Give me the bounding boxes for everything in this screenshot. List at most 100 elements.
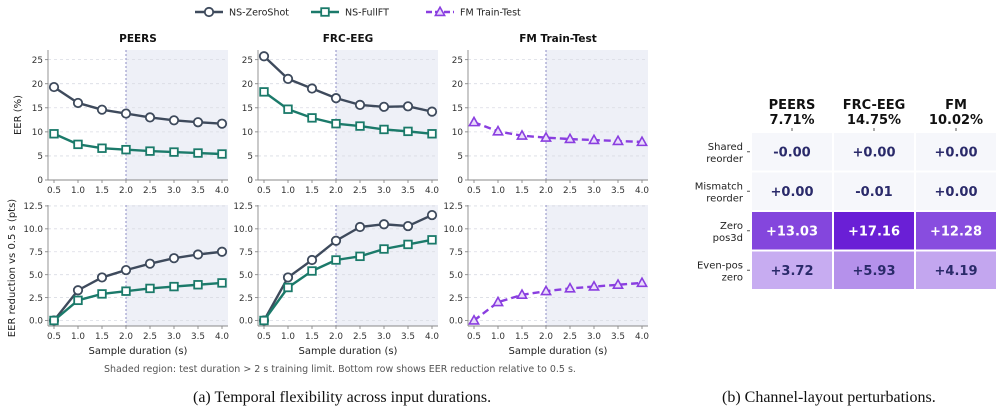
y-tick-label: 7.5 (449, 248, 463, 258)
data-point (330, 235, 342, 246)
heatmap-value: +3.72 (771, 264, 814, 279)
shaded-region (336, 50, 438, 180)
data-point (168, 253, 180, 264)
x-tick-label: 1.0 (491, 186, 505, 196)
heatmap-value: -0.01 (855, 185, 892, 200)
x-axis-label: Sample duration (s) (89, 346, 188, 357)
data-point (217, 278, 227, 288)
row-label: Zero (720, 221, 743, 232)
x-tick-label: 1.5 (515, 332, 529, 342)
data-point (540, 284, 552, 296)
data-point (216, 118, 228, 129)
heatmap-cell (914, 249, 998, 291)
x-tick-label: 2.5 (143, 186, 157, 196)
heatmap-value: +4.19 (935, 264, 978, 279)
x-tick-label: 3.0 (377, 332, 391, 342)
data-point (168, 115, 180, 126)
heatmap-cell (832, 131, 916, 173)
data-point (120, 264, 132, 276)
x-tick-label: 1.0 (71, 332, 85, 342)
data-point (73, 139, 83, 150)
data-point (283, 282, 293, 293)
y-tick-label: 15 (32, 104, 43, 114)
y-tick-label: 20 (242, 80, 254, 90)
data-point (258, 51, 270, 62)
data-point (72, 285, 84, 296)
y-tick-label: 2.5 (449, 294, 463, 304)
y-tick-label: 10.0 (233, 225, 253, 235)
x-tick-label: 2.0 (119, 332, 133, 342)
row-label: Even-pos (697, 260, 743, 271)
x-tick-label: 2.5 (143, 332, 157, 342)
x-axis-label: Sample duration (s) (299, 346, 398, 357)
x-tick-label: 2.5 (563, 186, 577, 196)
y-tick-label: 15 (242, 104, 253, 114)
x-tick-label: 2.0 (119, 186, 133, 196)
x-tick-label: 2.0 (539, 186, 553, 196)
y-tick-label: 5.0 (29, 271, 43, 281)
x-tick-label: 2.5 (353, 186, 367, 196)
data-point (120, 108, 132, 119)
heatmap-value: +0.00 (935, 145, 978, 160)
row-label: Mismatch (695, 181, 743, 192)
data-point (330, 93, 342, 104)
data-point (354, 221, 366, 233)
x-tick-label: 2.0 (539, 332, 553, 342)
data-point (121, 286, 131, 296)
data-point (492, 295, 504, 307)
y-tick-label: 10 (242, 128, 254, 138)
y-tick-label: 7.5 (29, 248, 43, 258)
y-tick-label: 0 (247, 176, 253, 186)
heatmap-value: +13.03 (766, 224, 818, 239)
y-tick-label: 5 (247, 152, 253, 162)
y-tick-label: 0.0 (449, 317, 463, 327)
y-tick-label: 10 (32, 128, 44, 138)
shaded-region (126, 50, 228, 180)
series-line (473, 281, 643, 322)
data-point (145, 146, 155, 156)
row-label: reorder (706, 193, 744, 204)
heatmap-cell (750, 249, 834, 291)
chart-panel: 0.0 2.5 5.0 7.5 10.0 12.5 0.5 1.0 1.5 2.0 2.5 3.0 3.… (23, 202, 229, 357)
legend-entry: NS-FullFT (311, 7, 389, 19)
data-point (564, 281, 576, 293)
data-point (259, 315, 269, 326)
x-tick-label: 3.0 (167, 332, 181, 342)
x-tick-label: 2.5 (563, 332, 577, 342)
shaded-region (546, 50, 648, 180)
data-point (402, 220, 414, 232)
shading-note: Shaded region: test duration > 2 s train… (104, 364, 576, 375)
chart-panel: 0 5 10 15 20 25 0.5 1.0 1.5 2.0 2.5 3.0 3.5 4.0 FM Tra… (452, 33, 650, 196)
data-point (331, 118, 341, 129)
row-label: pos3d (713, 233, 743, 244)
data-point (427, 129, 437, 139)
y-tick-label: 25 (32, 56, 43, 66)
x-tick-label: 1.5 (305, 186, 319, 196)
data-point (636, 276, 648, 288)
data-point (259, 87, 269, 97)
panel-title: PEERS (119, 33, 157, 45)
panel-title: FM Train-Test (519, 33, 597, 45)
data-point (379, 124, 389, 135)
data-point (426, 209, 438, 221)
data-point (193, 148, 203, 158)
data-point (49, 129, 59, 139)
data-point (403, 126, 413, 137)
x-tick-label: 1.5 (305, 332, 319, 342)
caption-b: (b) Channel-layout perturbations. (722, 389, 936, 406)
legend-marker (320, 7, 330, 17)
x-tick-label: 1.0 (281, 332, 295, 342)
x-tick-label: 2.0 (329, 332, 343, 342)
data-point (97, 289, 107, 299)
row-label: zero (722, 272, 743, 283)
data-point (48, 81, 60, 93)
data-point (145, 283, 155, 294)
y-tick-label: 0.0 (239, 317, 253, 327)
heatmap-cell (914, 131, 998, 173)
x-tick-label: 4.0 (635, 332, 649, 342)
row-label: Shared (708, 142, 743, 153)
y-tick-label: 25 (242, 56, 253, 66)
data-point (169, 281, 179, 292)
x-tick-label: 3.0 (587, 332, 601, 342)
